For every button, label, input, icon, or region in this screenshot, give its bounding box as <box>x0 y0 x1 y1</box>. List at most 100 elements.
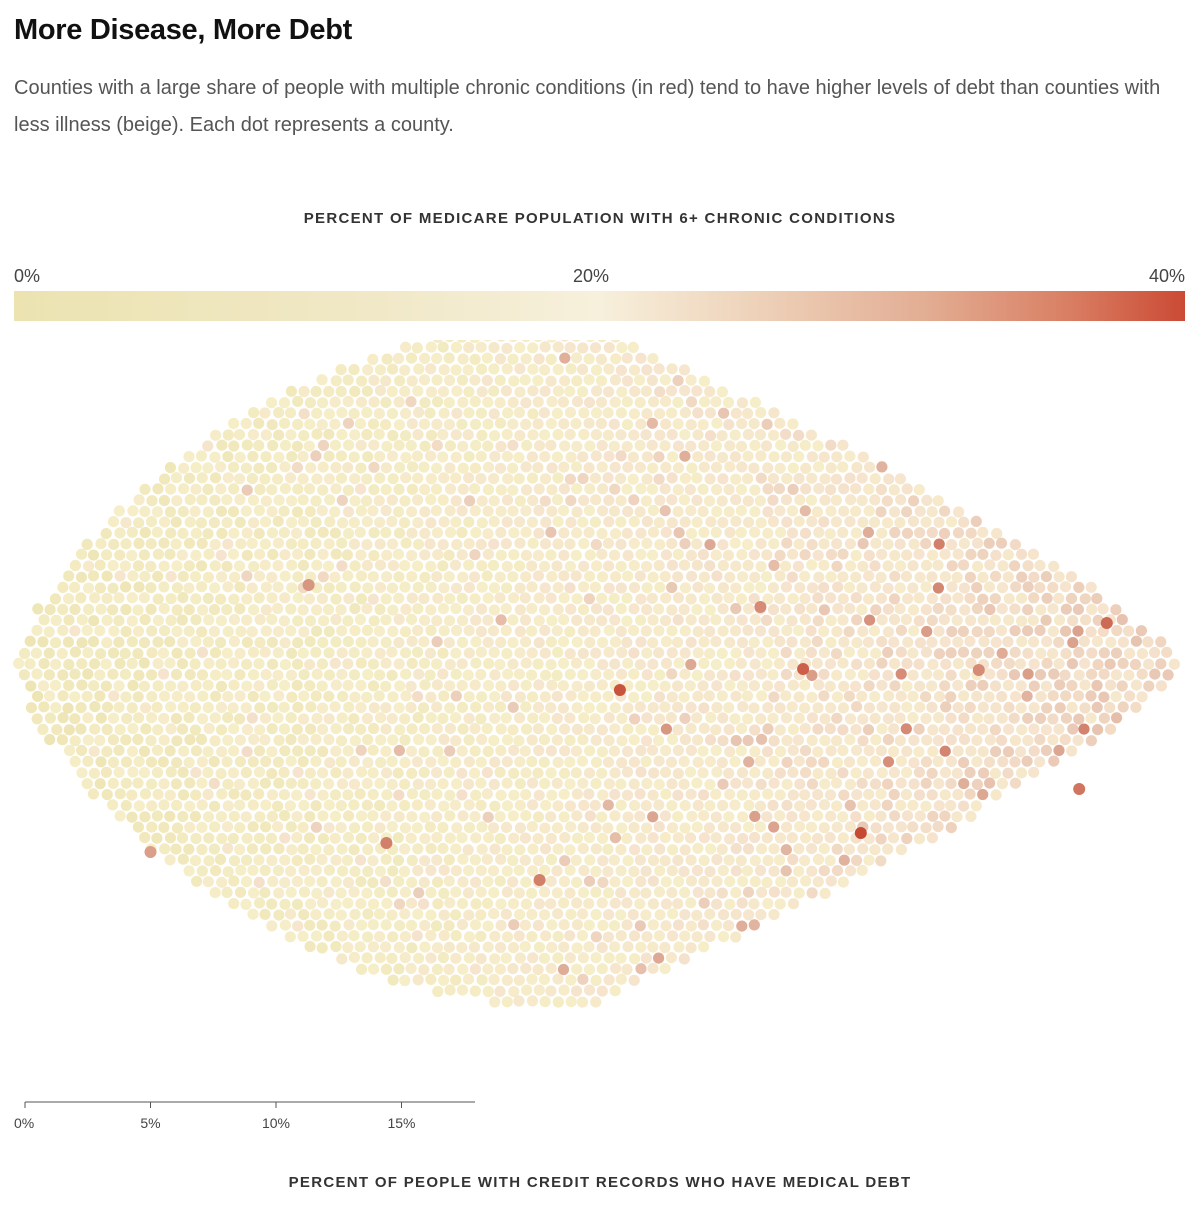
county-dot <box>241 746 253 758</box>
county-dot <box>635 548 647 560</box>
county-dot <box>577 908 589 920</box>
county-dot <box>502 407 514 419</box>
county-dot <box>609 374 622 386</box>
county-dot <box>177 592 189 604</box>
county-dot <box>501 342 513 355</box>
county-dot <box>610 353 622 365</box>
county-dot <box>665 712 677 724</box>
county-dot <box>387 429 399 442</box>
county-dot <box>1008 669 1021 681</box>
county-dot <box>583 702 595 714</box>
county-dot <box>177 853 189 865</box>
county-dot <box>932 495 944 507</box>
county-dot <box>1143 680 1155 692</box>
county-dot <box>761 680 774 692</box>
county-dot <box>564 538 576 550</box>
county-dot <box>437 712 449 724</box>
county-dot <box>367 571 379 583</box>
county-dot <box>387 625 399 637</box>
county-dot <box>597 505 609 517</box>
county-dot <box>475 407 487 419</box>
county-dot <box>869 712 881 724</box>
county-dot <box>380 767 393 779</box>
county-dot <box>165 593 177 605</box>
county-dot <box>672 440 685 452</box>
county-dot <box>583 898 595 910</box>
county-dot <box>323 734 335 746</box>
county-dot <box>488 473 500 485</box>
county-dot <box>406 854 418 867</box>
county-dot <box>387 560 399 572</box>
county-dot <box>81 538 93 550</box>
county-dot <box>438 690 450 702</box>
county-dot <box>863 505 875 517</box>
county-dot <box>697 549 710 561</box>
county-dot <box>831 560 843 572</box>
county-dot <box>488 973 500 986</box>
county-dot <box>119 647 131 660</box>
county-dot <box>583 353 595 365</box>
county-dot <box>672 724 684 736</box>
county-dot <box>317 833 329 845</box>
county-dot <box>336 668 348 680</box>
county-dot <box>457 483 469 495</box>
county-dot <box>527 777 539 789</box>
county-dot <box>825 702 837 714</box>
county-dot <box>634 810 646 822</box>
county-dot <box>615 582 628 594</box>
county-dot <box>545 832 557 845</box>
county-dot <box>831 451 843 463</box>
county-dot <box>679 822 691 834</box>
county-dot <box>285 733 297 746</box>
county-dot <box>501 494 514 506</box>
county-dot <box>298 669 310 681</box>
county-dot <box>926 526 938 539</box>
county-dot <box>762 897 774 910</box>
county-dot <box>584 549 596 561</box>
county-dot <box>424 821 436 833</box>
county-dot <box>304 397 316 409</box>
county-dot <box>221 517 233 529</box>
county-dot <box>888 723 900 735</box>
county-dot <box>165 766 177 778</box>
county-dot <box>533 440 546 452</box>
county-dot <box>349 735 361 747</box>
county-dot <box>240 789 252 801</box>
county-dot <box>781 624 793 637</box>
county-dot <box>913 833 926 845</box>
county-dot <box>514 822 527 834</box>
county-dot <box>907 821 919 833</box>
county-dot <box>507 592 520 604</box>
county-dot <box>450 668 462 680</box>
county-dot <box>838 854 850 866</box>
county-dot <box>374 385 386 397</box>
county-dot <box>526 451 539 463</box>
county-dot <box>571 832 584 844</box>
county-dot <box>469 418 482 430</box>
county-dot <box>343 701 355 713</box>
county-dot <box>995 624 1008 637</box>
county-dot <box>190 483 202 495</box>
county-dot <box>373 495 385 507</box>
county-dot <box>603 624 615 636</box>
county-dot <box>190 789 202 801</box>
county-dot <box>114 658 126 670</box>
county-dot <box>513 735 525 747</box>
county-dot <box>425 473 437 485</box>
county-dot <box>533 679 545 691</box>
county-dot <box>362 931 374 943</box>
county-dot <box>589 516 602 528</box>
county-dot <box>831 538 843 550</box>
county-dot <box>653 473 665 485</box>
county-dot <box>672 592 685 604</box>
county-dot <box>609 636 622 648</box>
county-dot-highlight <box>754 601 767 613</box>
county-dot <box>469 985 481 997</box>
county-dot <box>1105 679 1117 691</box>
county-dot <box>393 396 405 408</box>
county-dot <box>920 581 932 593</box>
county-dot <box>780 646 792 659</box>
county-dot <box>437 386 450 398</box>
county-dot <box>799 570 811 582</box>
county-dot <box>120 756 133 768</box>
